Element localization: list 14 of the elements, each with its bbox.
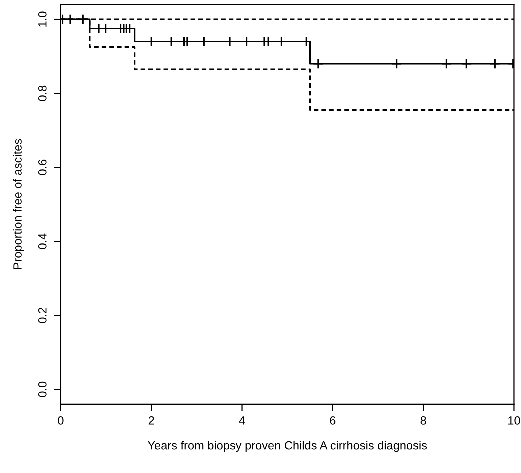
x-tick-label: 6 [330,416,336,425]
x-tick-label: 2 [148,416,154,425]
y-tick-label: 0.0 [38,382,47,398]
y-axis-title: Proportion free of ascites [13,139,24,270]
x-tick-label: 10 [508,416,520,425]
x-tick-label: 0 [58,416,64,425]
y-tick-label: 0.2 [38,308,47,324]
y-tick-label: 0.8 [38,86,47,102]
x-tick-label: 4 [239,416,246,425]
y-tick-label: 0.4 [38,234,47,250]
x-axis-title: Years from biopsy proven Childs A cirrhosis diagnosis [148,441,428,452]
x-tick-label: 8 [420,416,426,425]
y-tick-label: 1.0 [38,12,47,27]
y-tick-label: 0.6 [38,160,47,176]
